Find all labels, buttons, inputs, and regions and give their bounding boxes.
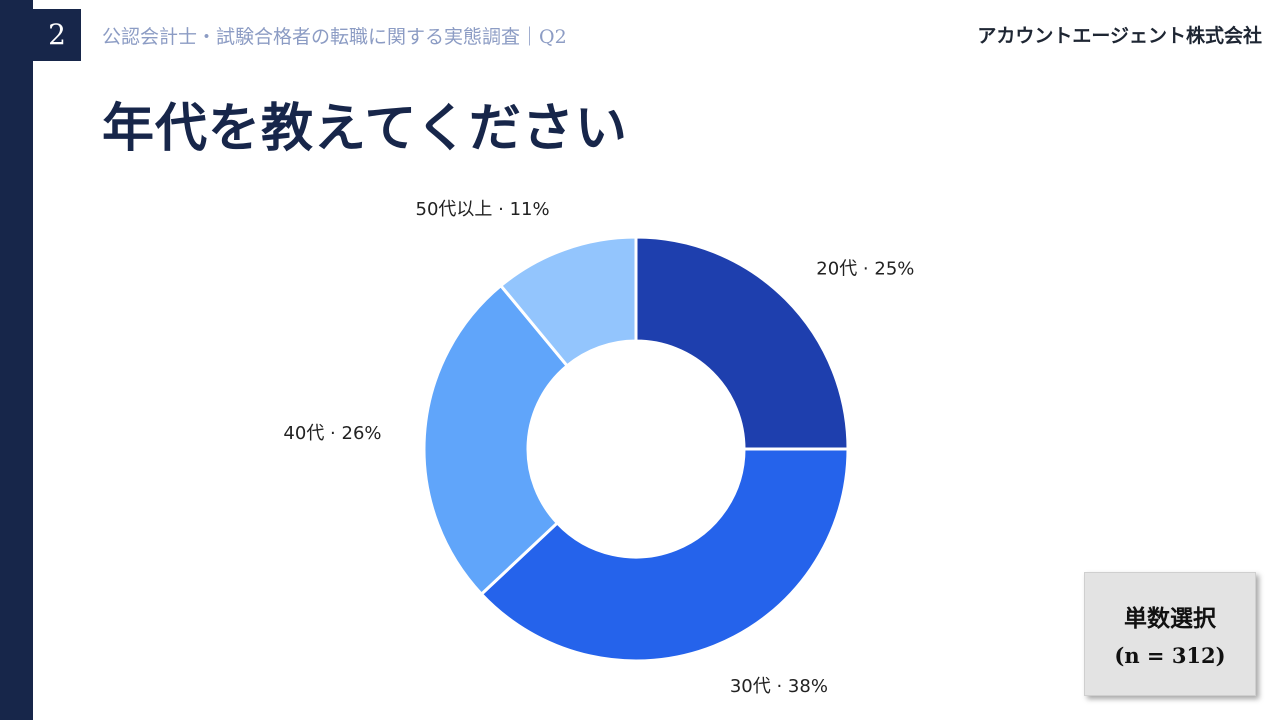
slice-2 <box>422 284 569 596</box>
slice-3 <box>499 235 638 368</box>
slice-label-1: 30代 · 38% <box>730 676 828 697</box>
slice-1 <box>479 447 850 663</box>
method-label: 単数選択 <box>1124 605 1216 632</box>
method-box: 単数選択 (n = 312) <box>1084 572 1256 696</box>
page-number: 2 <box>33 9 81 61</box>
slice-label-2: 40代 · 26% <box>283 423 381 444</box>
sample-size: (n = 312) <box>1114 643 1226 668</box>
page-title: 年代を教えてください <box>102 99 628 159</box>
slice-0 <box>634 235 850 451</box>
header-subtitle: 公認会計士・試験合格者の転職に関する実態調査｜Q2 <box>102 26 567 48</box>
company-name: アカウントエージェント株式会社 <box>977 25 1262 47</box>
slice-label-3: 50代以上 · 11% <box>416 199 550 220</box>
slice-label-0: 20代 · 25% <box>816 259 914 280</box>
sidebar-bar <box>0 0 33 720</box>
